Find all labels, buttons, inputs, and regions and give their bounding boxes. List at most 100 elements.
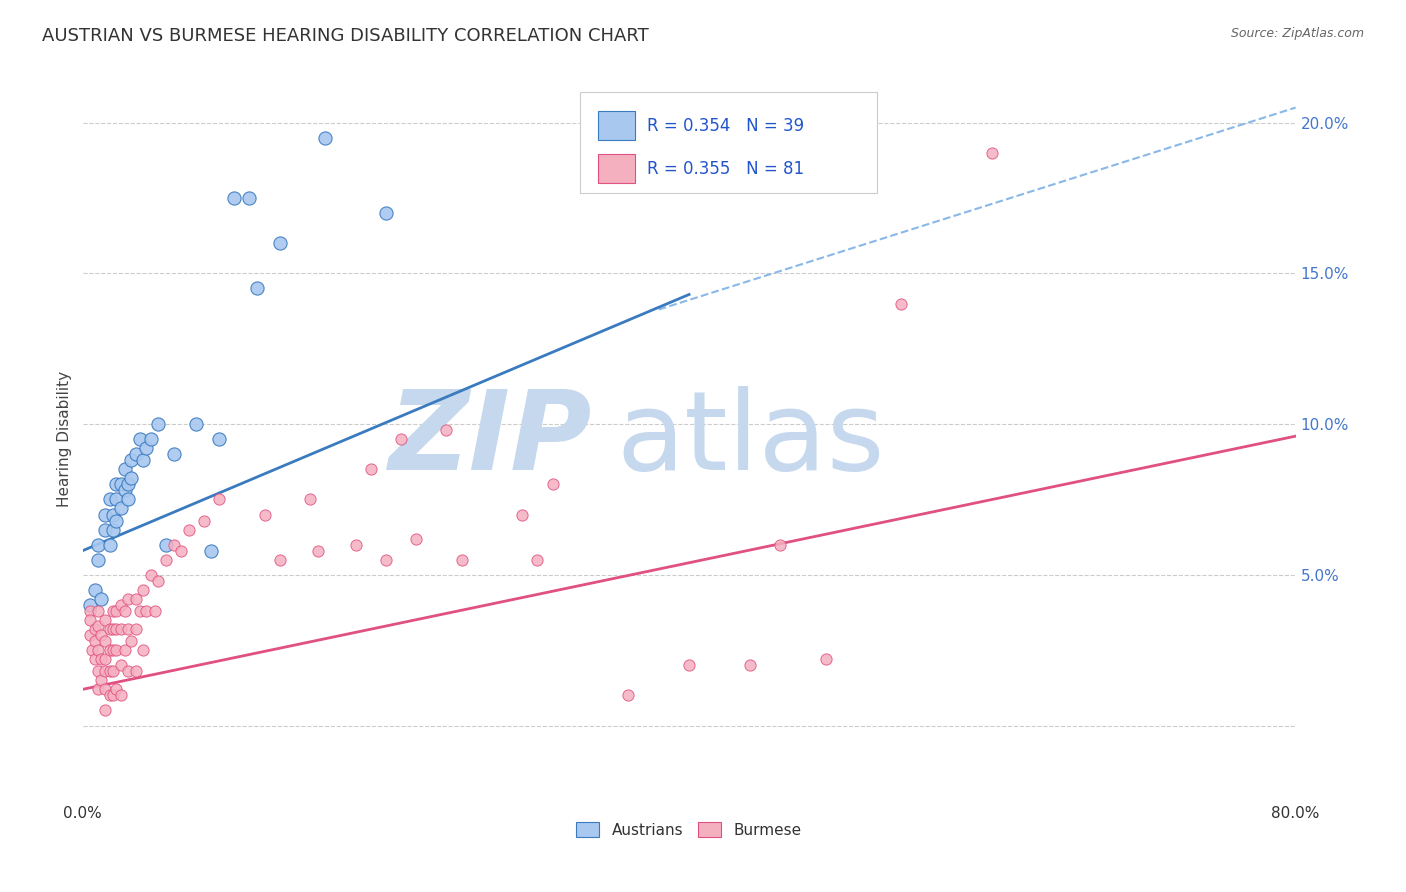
Point [98, 665, 121, 679]
Point [510, 508, 533, 522]
Point [981, 145, 1004, 160]
Point [269, 553, 291, 567]
Point [101, 643, 124, 657]
Point [224, 191, 246, 205]
Point [299, 492, 322, 507]
Point [80, 643, 103, 657]
Point [104, 643, 127, 657]
Point [120, 453, 142, 467]
Point [132, 453, 155, 467]
Point [193, 514, 215, 528]
Point [139, 432, 162, 446]
Point [148, 417, 170, 431]
Point [208, 432, 231, 446]
Point [98, 689, 121, 703]
Point [101, 622, 124, 636]
Point [344, 538, 367, 552]
Point [114, 643, 136, 657]
Point [110, 622, 132, 636]
Point [117, 665, 139, 679]
Point [450, 553, 472, 567]
FancyBboxPatch shape [598, 154, 634, 184]
Point [104, 604, 127, 618]
Point [90, 591, 112, 606]
Point [90, 652, 112, 666]
Point [124, 447, 146, 461]
Point [389, 432, 412, 446]
Point [94, 682, 117, 697]
Point [94, 523, 117, 537]
Text: R = 0.355   N = 81: R = 0.355 N = 81 [647, 160, 804, 178]
Point [110, 658, 132, 673]
Point [132, 643, 155, 657]
Point [110, 501, 132, 516]
Point [814, 652, 837, 666]
Point [374, 553, 396, 567]
Point [246, 281, 269, 295]
Point [90, 673, 112, 688]
Point [170, 543, 193, 558]
Point [101, 665, 124, 679]
Point [117, 622, 139, 636]
Point [87, 665, 110, 679]
Point [87, 604, 110, 618]
Point [104, 514, 127, 528]
Point [541, 477, 564, 491]
Point [738, 658, 761, 673]
Text: Source: ZipAtlas.com: Source: ZipAtlas.com [1230, 27, 1364, 40]
Point [114, 462, 136, 476]
Point [307, 543, 329, 558]
Point [98, 492, 121, 507]
Point [101, 689, 124, 703]
Point [124, 622, 146, 636]
Point [114, 483, 136, 498]
Text: R = 0.354   N = 39: R = 0.354 N = 39 [647, 117, 804, 135]
Y-axis label: Hearing Disability: Hearing Disability [58, 371, 72, 508]
Point [208, 492, 231, 507]
Point [83, 582, 105, 597]
FancyBboxPatch shape [598, 112, 634, 140]
Point [94, 703, 117, 717]
Point [114, 604, 136, 618]
Point [436, 423, 458, 437]
Point [145, 604, 167, 618]
Point [83, 634, 105, 648]
Point [79, 628, 101, 642]
Point [104, 622, 127, 636]
Point [253, 508, 276, 522]
Point [110, 598, 132, 612]
Point [617, 689, 640, 703]
Point [124, 591, 146, 606]
Point [98, 538, 121, 552]
Point [269, 236, 291, 251]
Point [135, 441, 157, 455]
Point [110, 477, 132, 491]
Point [117, 477, 139, 491]
Point [129, 432, 152, 446]
Point [79, 604, 101, 618]
Point [162, 538, 184, 552]
Point [238, 191, 260, 205]
Point [83, 652, 105, 666]
Text: atlas: atlas [616, 385, 884, 492]
Point [148, 574, 170, 588]
Point [139, 567, 162, 582]
Point [101, 523, 124, 537]
Point [94, 665, 117, 679]
Text: ZIP: ZIP [388, 385, 592, 492]
Legend: Austrians, Burmese: Austrians, Burmese [571, 815, 808, 844]
Point [162, 447, 184, 461]
Point [101, 604, 124, 618]
Point [94, 508, 117, 522]
Point [94, 634, 117, 648]
Point [177, 523, 200, 537]
Point [104, 477, 127, 491]
Point [117, 591, 139, 606]
Point [87, 553, 110, 567]
Point [83, 622, 105, 636]
Point [132, 582, 155, 597]
Point [90, 628, 112, 642]
Point [120, 471, 142, 485]
Text: AUSTRIAN VS BURMESE HEARING DISABILITY CORRELATION CHART: AUSTRIAN VS BURMESE HEARING DISABILITY C… [42, 27, 650, 45]
Point [314, 130, 336, 145]
